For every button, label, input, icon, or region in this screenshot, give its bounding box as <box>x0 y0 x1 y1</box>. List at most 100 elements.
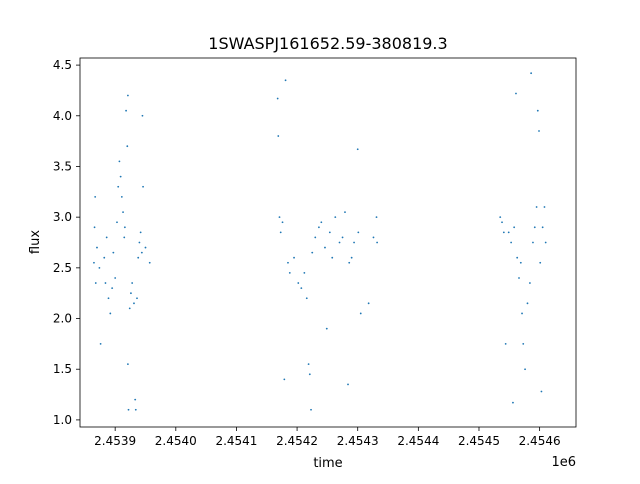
data-point <box>324 246 326 249</box>
x-tick-label: 2.4546 <box>519 434 561 448</box>
data-point <box>134 398 137 401</box>
data-point <box>320 221 323 224</box>
data-point <box>308 373 311 376</box>
data-point <box>126 145 129 148</box>
data-point <box>538 130 540 132</box>
data-point <box>96 246 98 249</box>
data-point <box>328 231 331 234</box>
data-point <box>350 256 353 259</box>
data-point <box>533 226 536 229</box>
x-tick-label: 2.4542 <box>276 434 318 448</box>
data-point <box>518 277 520 279</box>
data-point <box>277 135 280 137</box>
data-point <box>107 297 110 300</box>
y-tick-label: 3.5 <box>53 159 72 173</box>
data-point <box>276 97 279 100</box>
x-tick-label: 2.4543 <box>337 434 379 448</box>
data-point <box>532 241 534 244</box>
y-axis-ticks: 1.0 1.5 2.0 2.5 3.0 3.5 4.0 4.5 <box>53 58 80 427</box>
data-point <box>307 363 310 366</box>
y-tick-label: 3.0 <box>53 210 72 224</box>
data-point <box>128 307 131 310</box>
data-point <box>116 221 118 224</box>
data-point <box>136 297 138 300</box>
data-point <box>283 378 286 381</box>
data-point <box>118 160 121 163</box>
x-tick-label: 2.4540 <box>155 434 197 448</box>
data-point <box>123 236 126 239</box>
data-point <box>536 109 539 112</box>
x-axis-label: time <box>313 456 342 471</box>
x-tick-label: 2.4544 <box>397 434 439 448</box>
y-tick-label: 4.0 <box>53 109 72 123</box>
data-point <box>303 272 306 274</box>
data-point <box>344 211 346 213</box>
data-point <box>119 175 122 178</box>
data-point <box>376 241 379 244</box>
data-point <box>104 282 107 284</box>
data-point <box>139 231 142 234</box>
data-point <box>120 195 123 198</box>
data-point <box>529 282 531 284</box>
data-point <box>288 272 291 274</box>
data-point <box>318 226 320 229</box>
data-point <box>127 408 130 411</box>
y-axis-label: flux <box>28 230 43 254</box>
data-point <box>111 287 114 290</box>
data-point <box>516 256 519 259</box>
data-point <box>293 256 295 259</box>
data-point <box>98 266 101 269</box>
data-point <box>535 206 538 208</box>
data-point <box>297 282 300 284</box>
chart-title: 1SWASPJ161652.59-380819.3 <box>208 34 447 53</box>
data-point <box>305 297 308 300</box>
data-point <box>359 312 362 315</box>
data-point <box>138 241 141 244</box>
data-point <box>540 390 543 393</box>
data-point <box>501 221 503 224</box>
data-point <box>142 185 144 188</box>
y-tick-label: 2.5 <box>53 261 72 275</box>
data-point <box>93 261 95 264</box>
y-tick-label: 4.5 <box>53 58 72 72</box>
data-point <box>114 277 117 279</box>
data-point <box>541 226 544 229</box>
data-point <box>502 231 505 234</box>
data-point <box>353 241 355 244</box>
x-tick-label: 2.4539 <box>94 434 136 448</box>
x-axis-offset-label: 1e6 <box>551 455 576 470</box>
data-point <box>279 231 282 234</box>
data-point <box>125 109 127 112</box>
data-point <box>93 226 96 229</box>
data-points <box>93 72 547 411</box>
data-point <box>544 241 547 244</box>
data-point <box>287 261 289 264</box>
data-point <box>512 401 514 404</box>
data-point <box>103 256 106 259</box>
data-point <box>310 408 312 411</box>
data-point <box>375 216 378 219</box>
y-tick-label: 1.0 <box>53 413 72 427</box>
data-point <box>300 287 303 290</box>
data-point <box>522 342 525 345</box>
data-point <box>141 114 144 117</box>
data-point <box>367 302 370 305</box>
data-point <box>524 368 526 371</box>
data-point <box>515 92 517 95</box>
data-point <box>348 261 351 264</box>
data-point <box>513 226 516 229</box>
data-point <box>127 363 129 366</box>
data-point <box>134 408 137 411</box>
data-point <box>105 236 108 239</box>
data-point <box>314 236 317 239</box>
data-point <box>311 251 314 254</box>
data-point <box>510 241 513 244</box>
data-point <box>148 261 151 264</box>
data-point <box>94 195 97 198</box>
x-axis-ticks: 2.4539 2.4540 2.4541 2.4542 2.4543 2.4544 2.45… <box>94 427 561 448</box>
data-point <box>325 327 328 330</box>
plot-area <box>80 58 576 427</box>
data-point <box>519 261 522 264</box>
